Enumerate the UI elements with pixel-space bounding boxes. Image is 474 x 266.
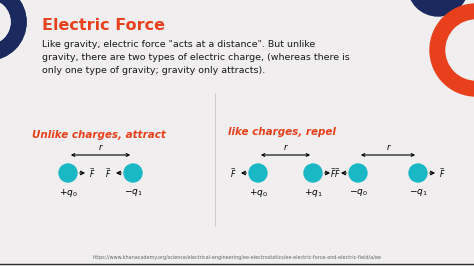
Circle shape	[0, 0, 10, 44]
Text: $+q_0$: $+q_0$	[59, 187, 77, 199]
Text: r: r	[386, 143, 390, 152]
Circle shape	[349, 164, 367, 182]
Circle shape	[304, 164, 322, 182]
Text: $+q_0$: $+q_0$	[248, 187, 267, 199]
Text: $\vec{F}$: $\vec{F}$	[104, 166, 111, 180]
Text: $\vec{F}$: $\vec{F}$	[89, 166, 95, 180]
Circle shape	[0, 0, 10, 44]
Circle shape	[59, 164, 77, 182]
Text: like charges, repel: like charges, repel	[228, 127, 336, 137]
Text: $\vec{F}$: $\vec{F}$	[439, 166, 446, 180]
Text: Unlike charges, attract: Unlike charges, attract	[32, 130, 166, 140]
Circle shape	[430, 4, 474, 96]
Circle shape	[446, 20, 474, 80]
Text: $\vec{F}$: $\vec{F}$	[334, 166, 340, 180]
Text: $\vec{F}$: $\vec{F}$	[329, 166, 336, 180]
Circle shape	[0, 0, 26, 60]
Text: r: r	[99, 143, 102, 152]
Text: https://www.khanacademy.org/science/electrical-engineering/ee-electrostatics/ee-: https://www.khanacademy.org/science/elec…	[92, 255, 382, 260]
Text: r: r	[284, 143, 287, 152]
Circle shape	[249, 164, 267, 182]
Text: $-q_1$: $-q_1$	[124, 187, 142, 198]
Circle shape	[409, 164, 427, 182]
Text: $-q_1$: $-q_1$	[409, 187, 428, 198]
Circle shape	[0, 0, 26, 60]
Text: $+q_1$: $+q_1$	[304, 187, 322, 199]
Text: $\vec{F}$: $\vec{F}$	[229, 166, 236, 180]
Circle shape	[408, 0, 468, 16]
Text: $-q_0$: $-q_0$	[348, 187, 367, 198]
Text: Electric Force: Electric Force	[42, 18, 165, 33]
Text: Like gravity, electric force "acts at a distance". But unlike
gravity, there are: Like gravity, electric force "acts at a …	[42, 40, 350, 75]
Circle shape	[124, 164, 142, 182]
